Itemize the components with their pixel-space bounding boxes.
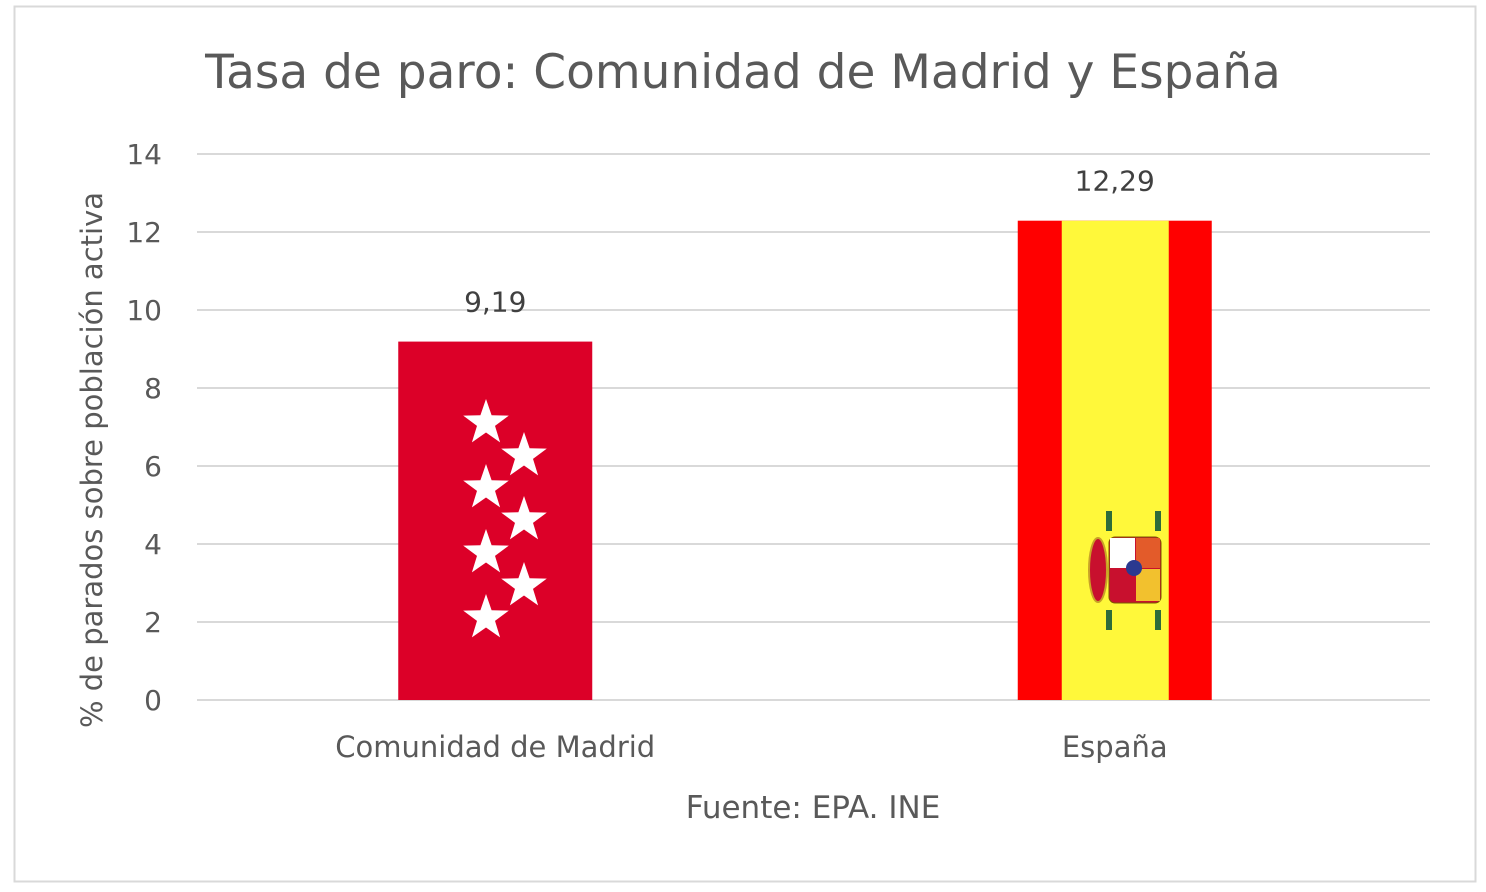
bar-comunidad-de-madrid: 9,19	[398, 286, 593, 700]
shield-quarter	[1136, 569, 1160, 601]
data-label: 9,19	[464, 286, 526, 319]
y-tick-label: 4	[144, 528, 162, 561]
star-icon	[501, 432, 547, 476]
y-axis-label: % de parados sobre población activa	[75, 192, 109, 728]
y-tick-label: 12	[126, 216, 162, 249]
y-tick-label: 6	[144, 450, 162, 483]
bar	[398, 341, 593, 700]
pillar	[1155, 610, 1161, 630]
coat-of-arms-icon	[1088, 511, 1162, 630]
star-icon	[463, 464, 509, 508]
star-icon	[463, 529, 509, 573]
y-tick-label: 14	[126, 138, 162, 171]
x-axis-ticks: Comunidad de Madrid España	[335, 730, 1167, 764]
x-tick-label: Comunidad de Madrid	[335, 730, 655, 764]
shield-center	[1126, 560, 1142, 576]
pillar	[1106, 610, 1112, 630]
y-axis-ticks: 0 2 4 6 8 10 12 14	[126, 138, 162, 717]
chart-title: Tasa de paro: Comunidad de Madrid y Espa…	[204, 45, 1281, 100]
bars: 9,19 12,29	[398, 165, 1212, 700]
crown	[1088, 537, 1108, 603]
data-label: 12,29	[1075, 165, 1155, 198]
y-tick-label: 2	[144, 606, 162, 639]
star-icon	[501, 496, 547, 540]
y-tick-label: 10	[126, 294, 162, 327]
flag-yellow-stripe	[1061, 220, 1169, 700]
star-icon	[463, 594, 509, 638]
chart-border	[13, 5, 1477, 883]
star-icon	[463, 399, 509, 443]
star-icon	[501, 562, 547, 606]
pillar	[1155, 511, 1161, 531]
bar-espana: 12,29	[1017, 165, 1212, 700]
x-axis-label: Fuente: EPA. INE	[686, 790, 941, 826]
pillar	[1106, 511, 1112, 531]
y-tick-label: 0	[144, 684, 162, 717]
x-tick-label: España	[1062, 730, 1168, 764]
y-tick-label: 8	[144, 372, 162, 405]
